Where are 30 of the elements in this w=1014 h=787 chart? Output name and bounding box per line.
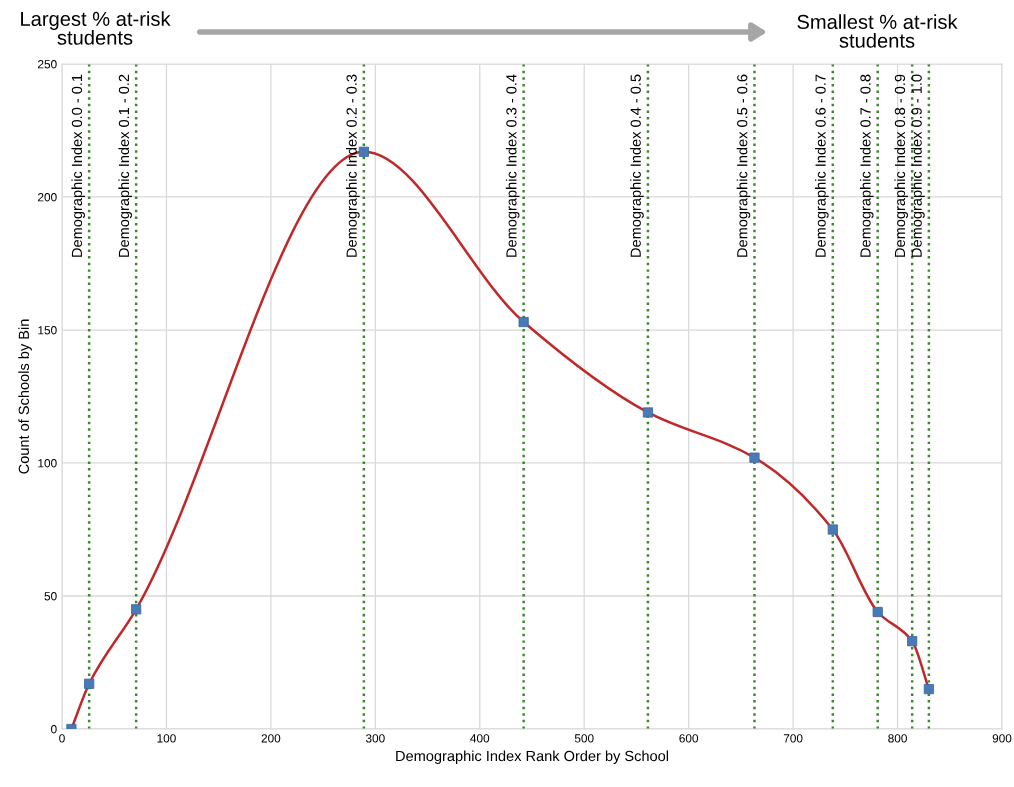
ref-line-label: Demographic Index 0.1 - 0.2 (118, 74, 132, 257)
y-tick-label: 0 (51, 725, 57, 734)
ref-line-label: Demographic Index 0.0 - 0.1 (71, 74, 85, 257)
y-tick-label: 200 (38, 193, 57, 202)
ref-line-label: Demographic Index 0.3 - 0.4 (505, 74, 520, 257)
x-tick-label: 300 (365, 734, 385, 743)
x-tick-label: 600 (679, 734, 699, 743)
text: Largest % at-risk students (21, 11, 171, 45)
x-tick-label: 0 (59, 734, 65, 743)
x-tick-label: 500 (574, 734, 594, 743)
x-tick-label: 700 (783, 734, 803, 743)
ref-line-label: Demographic Index 0.6 - 0.7 (815, 74, 829, 257)
ref-line-label: Demographic Index 0.5 - 0.6 (736, 74, 751, 257)
y-tick-label: 100 (38, 459, 57, 468)
y-tick-label: 150 (38, 326, 57, 335)
ref-line-label: Demographic Index 0.8 - 0.9 (894, 74, 908, 257)
x-tick-label: 100 (157, 734, 176, 743)
ref-line-label: Demographic Index 0.2 - 0.3 (346, 74, 360, 257)
y-tick-label: 50 (44, 592, 57, 601)
ref-line-label: Demographic Index 0.9 - 1.0 (911, 74, 925, 257)
x-tick-label: 200 (261, 734, 281, 743)
x-tick-label: 900 (992, 734, 1012, 743)
x-tick-label: 800 (888, 734, 907, 743)
y-tick-label: 250 (38, 60, 57, 69)
x-axis-title: Demographic Index Rank Order by School (396, 750, 669, 765)
y-axis-title: Count of Schools by Bin (18, 319, 32, 474)
ref-line-label: Demographic Index 0.4 - 0.5 (630, 74, 644, 257)
ref-line-label: Demographic Index 0.7 - 0.8 (859, 74, 874, 257)
text: Smallest % at-risk students (797, 14, 958, 48)
x-tick-label: 400 (470, 734, 490, 743)
